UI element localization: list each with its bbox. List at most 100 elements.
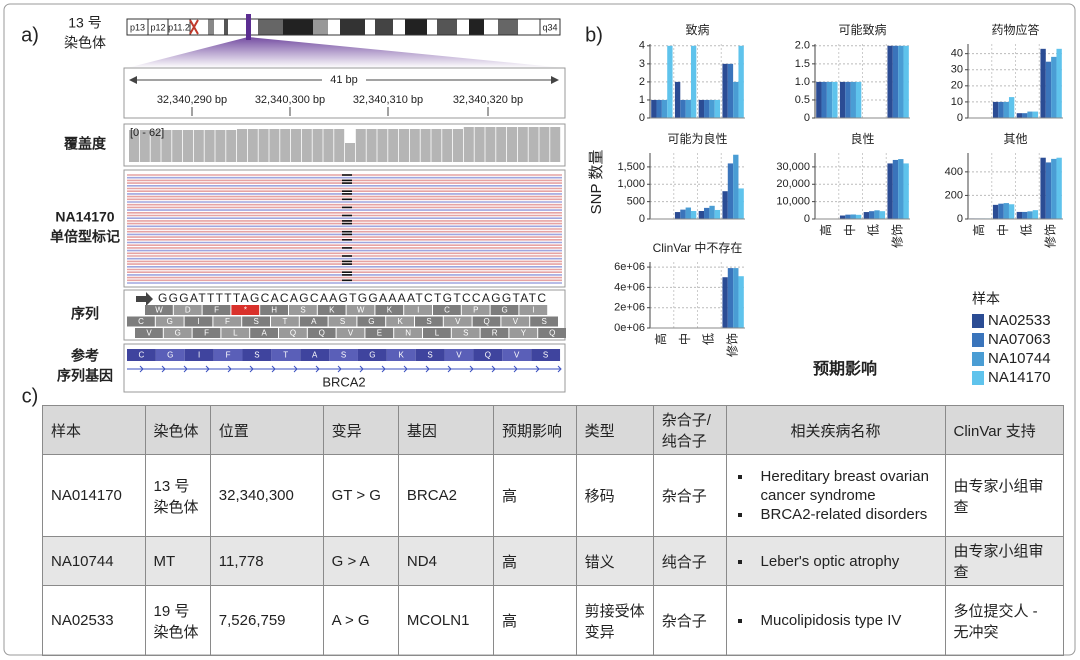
ruler-position: 32,340,290 bp (157, 94, 227, 106)
bar (722, 63, 728, 118)
disease-list: Mucolipidosis type IV (735, 611, 937, 630)
bar (903, 45, 909, 118)
bar (738, 188, 744, 219)
codon (519, 305, 548, 315)
bar (1016, 113, 1023, 118)
ref-codon (473, 349, 503, 361)
codon (538, 328, 566, 338)
ref-codon (300, 349, 330, 361)
amino-acid: L (233, 329, 238, 338)
bar (727, 63, 734, 118)
strand-chevron (205, 365, 210, 373)
codon (163, 328, 192, 338)
strand-chevron (337, 365, 342, 373)
bar (674, 212, 681, 219)
coverage-bar (366, 129, 377, 162)
facet-title: ClinVar 中不存在 (653, 240, 743, 255)
strand-chevron (491, 365, 496, 373)
amino-acid: Q (290, 329, 296, 338)
codon (289, 305, 317, 315)
ref-amino-acid: T (283, 351, 288, 360)
y-tick-label: 2e+06 (614, 302, 645, 314)
bar (722, 191, 728, 219)
bar (892, 159, 899, 219)
coverage-bar (409, 129, 420, 162)
bar (1051, 56, 1057, 118)
amino-acid: G (501, 306, 507, 315)
coverage-bar (258, 129, 269, 162)
table-row: NA02533 19 号 染色体 7,526,759 A > G MCOLN1 高剪接受体… (42, 585, 1065, 656)
locus-marker (246, 14, 251, 40)
ref-codon (531, 349, 561, 361)
band (405, 19, 427, 35)
strand-arrow (136, 292, 153, 306)
y-tick-label: 20,000 (776, 178, 810, 190)
amino-acid: W (357, 306, 365, 315)
coverage-bar (388, 129, 399, 162)
disease-name: Hereditary breast ovarian cancer syndrom… (753, 467, 937, 505)
y-tick-label: 1.5 (795, 58, 810, 70)
codon (490, 305, 519, 315)
amino-acid: C (444, 306, 450, 315)
amino-acid: F (204, 329, 209, 338)
bar (839, 81, 846, 118)
amino-acid: S (426, 317, 431, 326)
x-tick-label: 修饰 (724, 333, 739, 357)
codon (394, 328, 422, 338)
codon (336, 328, 365, 338)
amino-acid: E (377, 329, 382, 338)
amino-acid: C (138, 317, 144, 326)
bar (674, 81, 681, 118)
disease-list: Hereditary breast ovarian cancer syndrom… (735, 467, 937, 524)
bar (850, 81, 856, 118)
bar (680, 209, 686, 219)
facet-title: 致病 (685, 22, 709, 37)
y-tick-label: 1,500 (617, 161, 645, 173)
codon (317, 305, 346, 315)
table-cell: GT > G (322, 454, 399, 537)
band (224, 19, 228, 35)
strand-chevron (161, 365, 166, 373)
coverage-bar (226, 130, 237, 162)
amino-acid: D (185, 306, 191, 315)
coverage-bar (312, 129, 323, 162)
codon (415, 316, 443, 327)
coverage-bar (539, 127, 550, 162)
bar (992, 204, 999, 219)
coverage-bar (355, 129, 366, 162)
codon (365, 328, 394, 338)
header-cell: 染色体 (144, 405, 211, 455)
coverage-bar (377, 129, 388, 162)
header-cell: 类型 (575, 405, 654, 455)
strand-chevron (139, 365, 144, 373)
codon (221, 328, 250, 338)
x-tick-label: 中 (842, 224, 857, 236)
amino-acid: P (473, 306, 478, 315)
bar (1027, 211, 1033, 219)
table-cell: 杂合子 (652, 585, 727, 656)
bar (656, 99, 662, 118)
bar (690, 211, 697, 219)
bar (874, 210, 880, 219)
bar (850, 214, 856, 219)
ref-amino-acid: A (312, 351, 318, 360)
table-cell: Hereditary breast ovarian cancer syndrom… (725, 454, 946, 537)
header-cell: ClinVar 支持 (944, 405, 1065, 455)
bar (863, 212, 870, 219)
ref-amino-acid: I (198, 351, 200, 360)
codon (155, 316, 184, 327)
variant-table: 样本 染色体 位置 变异 基因 预期影响 类型 杂合子/纯合子 相关疾病名称 ClinVar 支持… (42, 405, 1065, 656)
coverage-bar (453, 129, 463, 162)
table-cell: 32,340,300 (209, 454, 324, 537)
strand-chevron (425, 365, 430, 373)
strand-chevron (293, 365, 298, 373)
panel-label: b) (585, 24, 603, 46)
ruler-position: 32,340,320 bp (453, 94, 523, 106)
bar (1003, 203, 1009, 219)
ref-amino-acid: Q (485, 351, 491, 360)
coverage-bar (301, 129, 312, 162)
header-cell: 杂合子/纯合子 (652, 405, 727, 455)
bar (733, 81, 739, 118)
track-label: 覆盖度 (64, 136, 107, 152)
